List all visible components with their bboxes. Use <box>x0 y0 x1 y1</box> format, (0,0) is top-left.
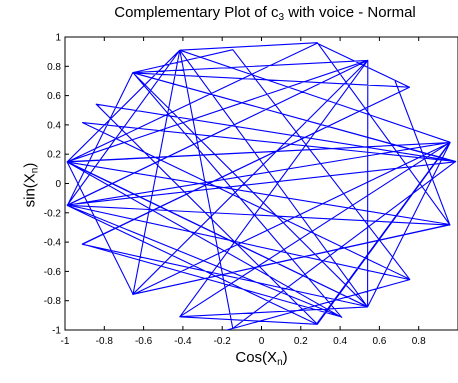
y-tick-label: 0.6 <box>47 91 61 102</box>
x-tick-label: -0.4 <box>174 336 192 347</box>
x-tick-label: 0.8 <box>412 336 426 347</box>
y-tick-label: 0 <box>55 179 61 190</box>
x-axis-label: Cos(Xn) <box>235 349 288 368</box>
x-tick-label: 0.6 <box>372 336 386 347</box>
y-tick-label: -0.8 <box>44 296 62 307</box>
x-tick-label: -0.8 <box>96 336 114 347</box>
y-tick-label: 1 <box>55 33 61 44</box>
y-tick-label: -0.4 <box>44 238 62 249</box>
plot-area <box>64 36 458 331</box>
y-tick-label: -0.2 <box>44 208 62 219</box>
y-tick-label: -0.6 <box>44 267 62 278</box>
x-tick-label: -1 <box>61 336 70 347</box>
y-axis-label: sin(Xn) <box>21 162 41 208</box>
x-tick-label: 0.2 <box>294 336 308 347</box>
x-tick-label: -0.2 <box>214 336 232 347</box>
series-line <box>66 42 457 330</box>
y-tick-label: -1 <box>52 326 61 337</box>
x-tick-label: 0.4 <box>333 336 347 347</box>
y-tick-label: 0.2 <box>47 150 61 161</box>
y-tick-label: 0.4 <box>47 120 61 131</box>
y-tick-label: 0.8 <box>47 62 61 73</box>
chart-title: Complementary Plot of c3 with voice - No… <box>114 4 416 23</box>
x-tick-label: -0.6 <box>135 336 153 347</box>
x-tick-label: 0 <box>259 336 265 347</box>
y-axis-ticks: 1 0.8 0.6 0.4 0.2 0 -0.2 -0.4 -0.6 -0.8 -1 <box>44 33 69 337</box>
x-axis-ticks: -1 -0.8 -0.6 -0.4 -0.2 0 0.2 0.4 0.6 0.8 <box>61 37 426 347</box>
